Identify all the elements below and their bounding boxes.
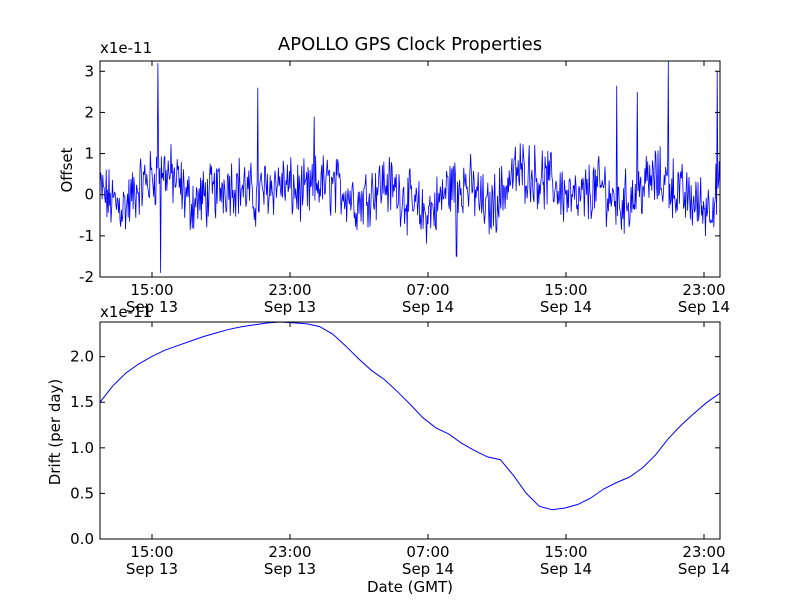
y-tick-label: -2 [79, 268, 94, 286]
x-tick-label-time: 23:00 [268, 281, 311, 299]
x-tick-label-time: 23:00 [268, 543, 311, 561]
x-tick-label-time: 15:00 [130, 543, 173, 561]
x-tick-label-date: Sep 14 [678, 560, 730, 578]
offset-panel: APOLLO GPS Clock Properties x1e-11 Offse… [58, 34, 730, 316]
offset-series-line [100, 61, 720, 273]
x-tick-label-date: Sep 13 [264, 560, 316, 578]
y-tick-label: 1.0 [70, 439, 94, 457]
y-tick-label: 0.5 [70, 484, 94, 502]
x-tick-label-time: 23:00 [682, 281, 725, 299]
y-tick-label: 3 [84, 62, 94, 80]
drift-x-axis-label: Date (GMT) [367, 578, 453, 596]
x-tick-label-date: Sep 13 [126, 298, 178, 316]
x-tick-label-time: 15:00 [544, 281, 587, 299]
chart-title: APOLLO GPS Clock Properties [278, 34, 542, 55]
x-tick-label-date: Sep 13 [264, 298, 316, 316]
y-tick-label: -1 [79, 227, 94, 245]
drift-y-axis-label: Drift (per day) [46, 379, 64, 486]
y-tick-label: 2 [84, 103, 94, 121]
x-tick-label-time: 23:00 [682, 543, 725, 561]
offset-scale-label: x1e-11 [100, 39, 152, 57]
drift-panel: x1e-11 Drift (per day) Date (GMT) 0.0 0.5… [46, 303, 730, 596]
x-tick-label-date: Sep 14 [678, 298, 730, 316]
y-tick-label: 2.0 [70, 348, 94, 366]
drift-series-line [100, 322, 720, 511]
x-tick-label-date: Sep 14 [402, 560, 454, 578]
x-tick-label-date: Sep 14 [402, 298, 454, 316]
x-tick-label-date: Sep 13 [126, 560, 178, 578]
x-tick-label-time: 15:00 [544, 543, 587, 561]
plot-frame [99, 60, 721, 278]
offset-y-axis-label: Offset [58, 147, 76, 192]
x-tick-label-time: 15:00 [130, 281, 173, 299]
y-tick-label: 1 [84, 145, 94, 163]
x-tick-label-time: 07:00 [406, 543, 449, 561]
x-tick-label-date: Sep 14 [540, 560, 592, 578]
y-tick-label: 0 [84, 186, 94, 204]
x-tick-label-date: Sep 14 [540, 298, 592, 316]
drift-scale-label: x1e-11 [100, 303, 152, 321]
y-tick-label: 1.5 [70, 393, 94, 411]
y-tick-label: 0.0 [70, 530, 94, 548]
plot-frame [99, 321, 721, 540]
x-tick-label-time: 07:00 [406, 281, 449, 299]
